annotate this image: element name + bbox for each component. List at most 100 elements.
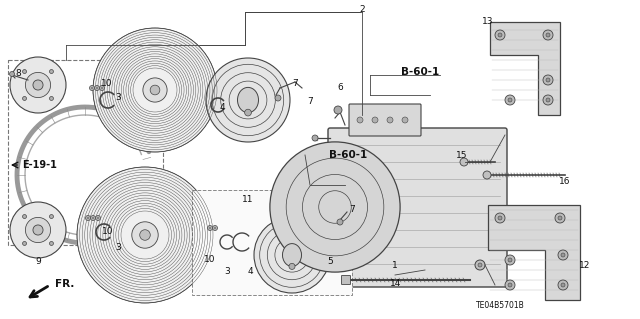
Circle shape [77,167,213,303]
Circle shape [505,255,515,265]
Text: 10: 10 [204,256,216,264]
Text: 1: 1 [392,261,398,270]
Ellipse shape [237,87,259,113]
Circle shape [460,158,468,166]
Circle shape [101,87,103,89]
Circle shape [214,227,216,229]
Text: 4: 4 [247,268,253,277]
Circle shape [508,258,512,262]
Circle shape [90,216,95,220]
Text: 7: 7 [349,205,355,214]
Text: 3: 3 [224,268,230,277]
Text: 11: 11 [243,196,253,204]
Circle shape [49,215,53,219]
Circle shape [140,230,150,240]
Circle shape [22,241,26,245]
Circle shape [495,30,505,40]
Circle shape [543,75,553,85]
Circle shape [546,98,550,102]
Text: 10: 10 [101,79,113,88]
FancyBboxPatch shape [342,276,351,285]
Text: B-60-1: B-60-1 [401,67,439,77]
Circle shape [289,263,295,270]
Text: 9: 9 [35,257,41,266]
Circle shape [475,260,485,270]
Circle shape [206,58,290,142]
FancyBboxPatch shape [192,190,352,295]
Text: 13: 13 [483,18,493,26]
Circle shape [150,85,160,95]
Circle shape [508,98,512,102]
Text: 8: 8 [15,69,21,78]
Circle shape [402,117,408,123]
FancyBboxPatch shape [349,104,421,136]
Circle shape [505,95,515,105]
Circle shape [508,283,512,287]
Circle shape [478,263,482,267]
Text: 16: 16 [559,177,571,187]
Circle shape [254,217,330,293]
Circle shape [337,219,343,225]
Circle shape [96,87,98,89]
Circle shape [483,171,491,179]
Circle shape [95,85,99,91]
Circle shape [387,117,393,123]
Circle shape [505,280,515,290]
Text: 10: 10 [102,227,114,236]
Text: 12: 12 [579,261,591,270]
Text: TE04B5701B: TE04B5701B [476,300,525,309]
Circle shape [561,253,565,257]
Circle shape [244,109,252,116]
Polygon shape [488,205,580,300]
Circle shape [143,78,167,102]
Circle shape [546,78,550,82]
Circle shape [275,95,281,101]
Circle shape [372,117,378,123]
Circle shape [312,135,318,141]
Circle shape [49,70,53,73]
Circle shape [555,213,565,223]
Circle shape [334,106,342,114]
Text: 14: 14 [390,278,402,287]
Circle shape [22,215,26,219]
Circle shape [22,70,26,73]
FancyBboxPatch shape [328,128,507,287]
Circle shape [22,97,26,100]
Circle shape [26,72,51,98]
Circle shape [209,227,211,229]
Circle shape [26,218,51,243]
Circle shape [543,95,553,105]
Text: 2: 2 [359,5,365,14]
Circle shape [357,117,363,123]
Circle shape [10,71,15,77]
Circle shape [10,202,66,258]
Text: 4: 4 [219,102,225,112]
Circle shape [10,57,66,113]
Circle shape [543,30,553,40]
Circle shape [90,85,95,91]
Circle shape [86,216,90,220]
Text: 7: 7 [292,78,298,87]
Circle shape [270,142,400,272]
Circle shape [546,33,550,37]
Circle shape [91,87,93,89]
Circle shape [95,216,100,220]
Circle shape [495,213,505,223]
Circle shape [33,80,43,90]
Circle shape [558,280,568,290]
Circle shape [498,33,502,37]
Text: 6: 6 [337,84,343,93]
Polygon shape [490,22,560,115]
Text: E-19-1: E-19-1 [22,160,57,170]
Circle shape [99,85,104,91]
Text: 5: 5 [327,257,333,266]
Circle shape [207,226,212,231]
Circle shape [97,217,99,219]
Text: B-60-1: B-60-1 [329,150,367,160]
Circle shape [212,226,218,231]
Text: 7: 7 [307,98,313,107]
Circle shape [49,241,53,245]
Circle shape [558,250,568,260]
Circle shape [561,283,565,287]
Circle shape [87,217,89,219]
